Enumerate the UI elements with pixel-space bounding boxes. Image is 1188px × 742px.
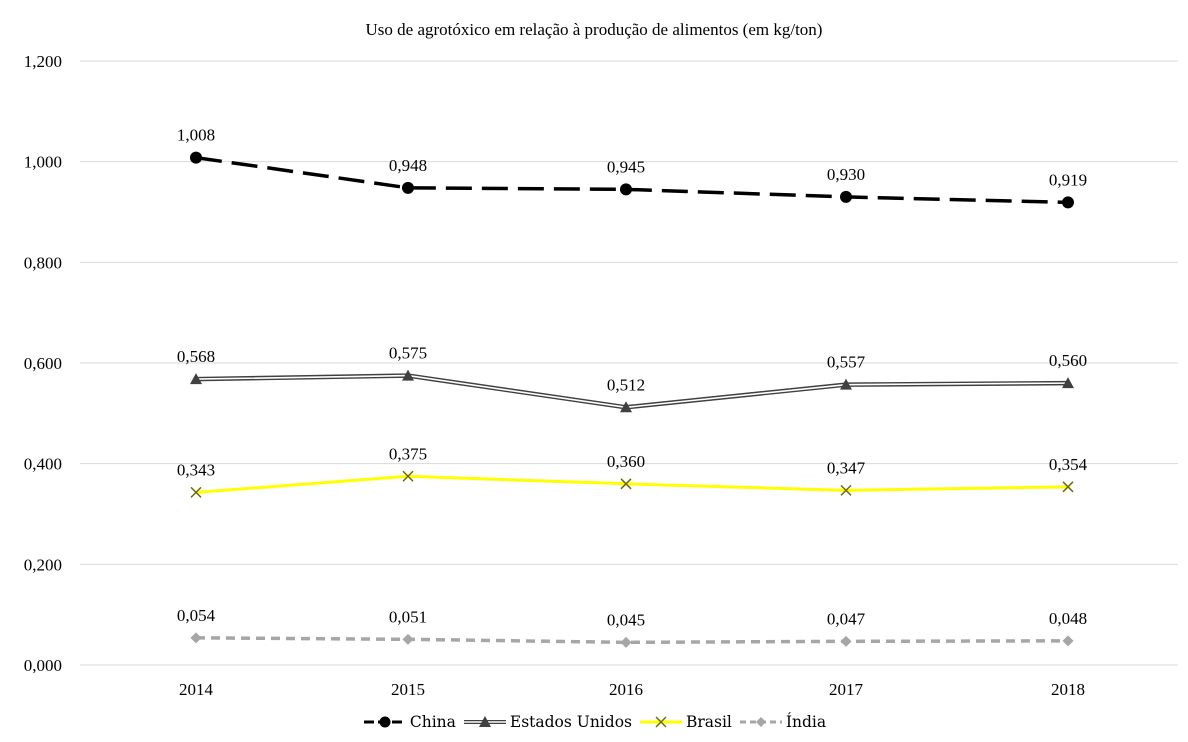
legend-label-india: Índia [785,713,827,731]
series-2-data-label: 0,343 [177,460,215,479]
series-2-data-label: 0,375 [389,444,427,463]
legend-item-india: Índia [738,710,826,734]
series-0-data-label: 0,948 [389,156,427,175]
y-tick-label: 1,200 [24,52,62,71]
series-1-data-label: 0,575 [389,344,427,363]
series-3-data-label: 0,047 [827,609,866,628]
series-1-point [840,378,852,390]
legend-marker-estados-unidos [463,716,506,727]
series-3-point [620,636,632,648]
legend-marker-brasil [639,716,682,728]
series-0-data-label: 0,919 [1049,170,1087,189]
series-0-data-label: 1,008 [177,126,215,145]
y-tick-label: 0,400 [24,455,62,474]
series-0-data-label: 0,930 [827,165,865,184]
series-3-data-label: 0,045 [607,610,645,629]
series-2-point [190,486,202,498]
series-1-data-label: 0,568 [177,347,215,366]
series-2-point [402,470,414,482]
series-1-point [1062,377,1074,389]
series-2-data-label: 0,354 [1049,455,1088,474]
series-0-point [1062,196,1074,209]
series-3-data-label: 0,054 [177,606,216,625]
series-1-point [190,373,202,385]
series-0-data-label: 0,945 [607,157,645,176]
series-2-point [840,484,852,496]
series-3-line [195,636,1069,645]
series-2-point [620,478,632,490]
x-tick-label: 2018 [1051,680,1085,699]
series-3-point [840,635,852,647]
series-3-point [190,632,202,644]
series-2-data-label: 0,347 [827,458,866,477]
y-tick-label: 0,800 [24,253,62,272]
x-tick-label: 2016 [609,680,643,699]
series-0-point [190,151,202,164]
y-tick-label: 1,000 [24,153,62,172]
y-tick-label: 0,200 [24,555,62,574]
legend-item-brasil: Brasil [638,710,732,734]
series-2-line [195,474,1069,494]
legend-label-brasil: Brasil [685,713,732,731]
x-tick-label: 2015 [391,680,425,699]
series-0-point [840,190,852,203]
legend-item-estados-unidos: Estados Unidos [462,710,632,734]
series-3-data-label: 0,051 [389,607,427,626]
legend-label-china: China [409,713,456,731]
series-1-data-label: 0,560 [1049,351,1087,370]
legend-label-estados-unidos: Estados Unidos [509,713,632,731]
series-3-point [402,633,414,645]
chart-title: Uso de agrotóxico em relação à produção … [365,20,823,39]
series-1-data-label: 0,512 [607,375,645,394]
series-0-point [620,183,632,196]
series-2-point [1062,481,1074,493]
x-tick-label: 2017 [829,680,864,699]
series-2-data-label: 0,360 [607,452,645,471]
legend-item-china: China [362,710,456,734]
y-tick-label: 0,600 [24,354,62,373]
series-1-point [620,401,632,413]
x-tick-label: 2014 [179,680,214,699]
legend-marker-china [363,716,406,728]
series-3-data-label: 0,048 [1049,609,1087,628]
series-1-point [402,369,414,381]
y-tick-label: 0,000 [24,656,62,675]
legend-marker-india [739,717,782,727]
series-1-data-label: 0,557 [827,353,866,372]
series-3-point [1062,635,1074,647]
legend: China Estados Unidos Brasil Índia [0,710,1188,734]
series-0-point [402,181,414,194]
